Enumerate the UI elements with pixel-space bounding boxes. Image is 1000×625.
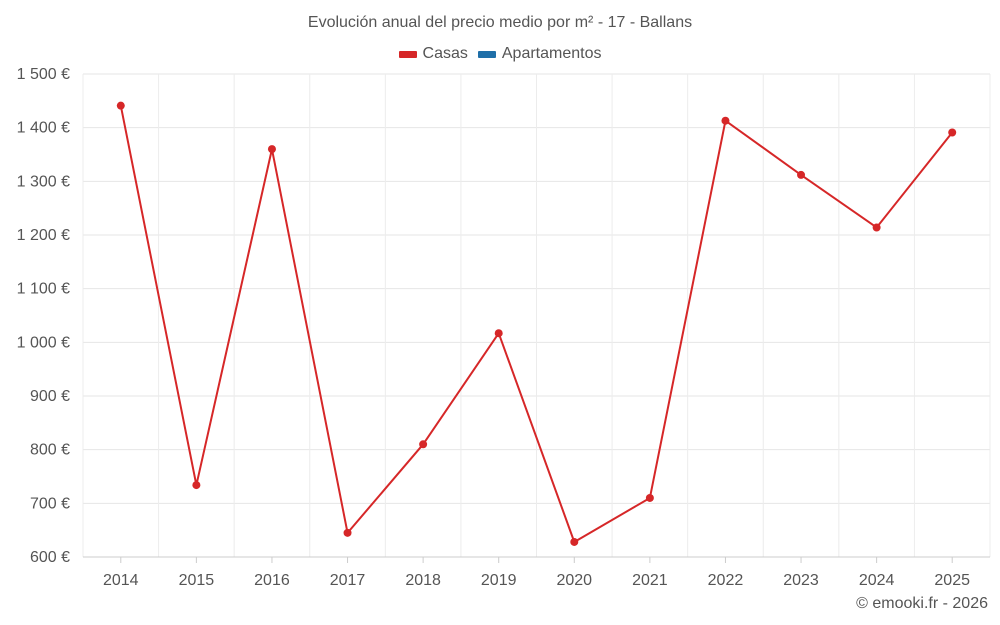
y-tick-label: 900 € xyxy=(30,388,70,405)
data-point xyxy=(721,116,730,125)
x-tick-label: 2021 xyxy=(632,572,668,589)
y-tick-label: 1 200 € xyxy=(17,227,70,244)
legend-item-casas[interactable]: Casas xyxy=(398,45,468,63)
x-tick-label: 2015 xyxy=(179,572,215,589)
x-tick-label: 2020 xyxy=(556,572,592,589)
x-tick-label: 2023 xyxy=(783,572,819,589)
y-tick-label: 1 100 € xyxy=(17,281,70,298)
credit-text: © emooki.fr - 2026 xyxy=(856,595,988,612)
data-point xyxy=(343,528,352,537)
data-point xyxy=(116,101,125,110)
chart-title: Evolución anual del precio medio por m² … xyxy=(307,14,693,31)
x-tick-label: 2016 xyxy=(254,572,290,589)
y-tick-label: 800 € xyxy=(30,442,70,459)
y-tick-label: 600 € xyxy=(30,549,70,566)
y-tick-label: 1 500 € xyxy=(17,66,70,83)
data-point xyxy=(192,481,201,490)
legend: Casas Apartamentos xyxy=(0,45,1000,63)
x-tick-label: 2014 xyxy=(103,572,139,589)
legend-label-apartamentos: Apartamentos xyxy=(501,45,602,62)
y-tick-label: 1 000 € xyxy=(17,334,70,351)
x-tick-label: 2017 xyxy=(330,572,366,589)
x-tick-label: 2024 xyxy=(859,572,895,589)
data-point xyxy=(419,440,428,449)
x-tick-label: 2018 xyxy=(405,572,441,589)
y-tick-label: 1 400 € xyxy=(17,120,70,137)
legend-swatch-apartamentos xyxy=(477,50,496,58)
y-tick-label: 1 300 € xyxy=(17,173,70,190)
data-point xyxy=(494,329,503,338)
data-point xyxy=(570,537,579,546)
data-point xyxy=(267,145,276,154)
x-tick-label: 2019 xyxy=(481,572,517,589)
series-line-casas xyxy=(119,105,953,543)
x-tick-label: 2022 xyxy=(708,572,744,589)
legend-swatch-casas xyxy=(398,50,417,58)
y-tick-label: 700 € xyxy=(30,495,70,512)
x-tick-label: 2025 xyxy=(934,572,970,589)
data-point xyxy=(797,170,806,179)
data-point xyxy=(948,128,957,137)
legend-label-casas: Casas xyxy=(422,45,468,62)
legend-item-apartamentos[interactable]: Apartamentos xyxy=(477,45,602,63)
data-point xyxy=(645,493,654,502)
data-point xyxy=(872,223,881,232)
